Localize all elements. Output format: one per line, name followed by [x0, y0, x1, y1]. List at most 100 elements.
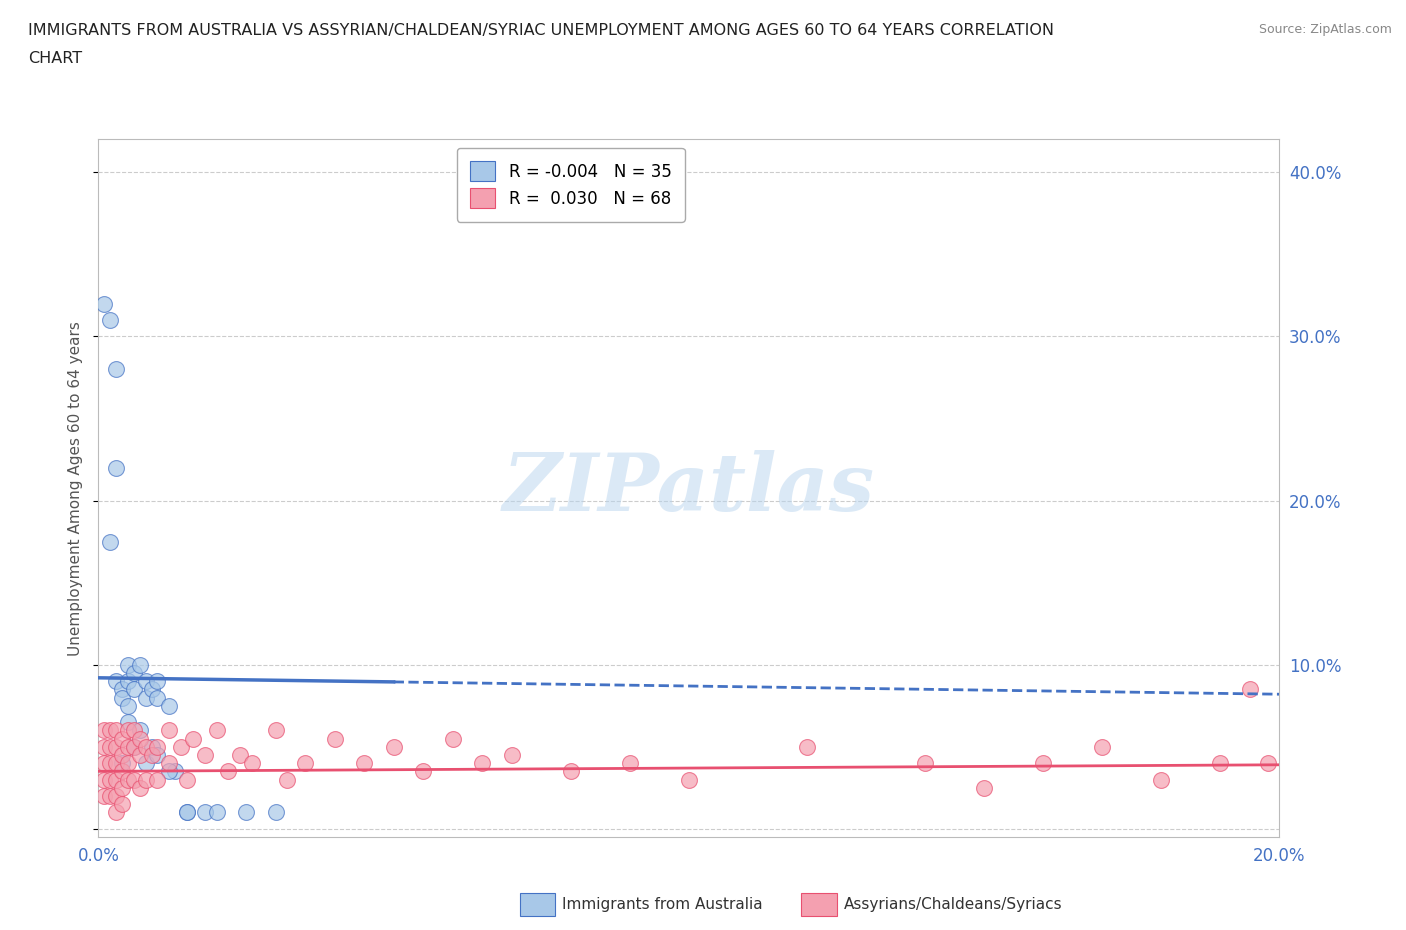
- Point: [93, 789, 115, 804]
- Point: [441, 731, 464, 746]
- Point: [111, 764, 134, 778]
- Point: [1150, 772, 1173, 787]
- Point: [796, 739, 818, 754]
- Point: [353, 756, 375, 771]
- Text: ZIPatlas: ZIPatlas: [503, 449, 875, 527]
- Point: [111, 682, 134, 697]
- Point: [122, 739, 145, 754]
- Point: [98, 739, 121, 754]
- Point: [294, 756, 316, 771]
- Point: [93, 723, 115, 737]
- Point: [105, 362, 128, 377]
- Point: [914, 756, 936, 771]
- Point: [619, 756, 641, 771]
- Point: [1209, 756, 1232, 771]
- Point: [135, 772, 157, 787]
- Point: [117, 714, 139, 729]
- Point: [146, 673, 169, 688]
- Point: [117, 739, 139, 754]
- Point: [128, 780, 150, 795]
- Point: [111, 780, 134, 795]
- Point: [176, 772, 198, 787]
- Point: [105, 805, 128, 820]
- Text: Assyrians/Chaldeans/Syriacs: Assyrians/Chaldeans/Syriacs: [844, 897, 1062, 912]
- Point: [181, 731, 204, 746]
- Point: [122, 682, 145, 697]
- Point: [93, 296, 115, 311]
- Point: [111, 756, 134, 771]
- Point: [93, 739, 115, 754]
- Point: [135, 673, 157, 688]
- Point: [128, 731, 150, 746]
- Point: [105, 723, 128, 737]
- Point: [157, 764, 180, 778]
- Point: [93, 772, 115, 787]
- Point: [98, 723, 121, 737]
- Point: [111, 797, 134, 812]
- Point: [105, 673, 128, 688]
- Point: [471, 756, 494, 771]
- Point: [146, 690, 169, 705]
- Point: [264, 805, 287, 820]
- Point: [117, 698, 139, 713]
- Text: Immigrants from Australia: Immigrants from Australia: [562, 897, 763, 912]
- Point: [141, 682, 163, 697]
- Point: [128, 723, 150, 737]
- Point: [117, 772, 139, 787]
- Point: [111, 748, 134, 763]
- Point: [141, 748, 163, 763]
- Point: [117, 723, 139, 737]
- Point: [105, 772, 128, 787]
- Point: [194, 805, 217, 820]
- Point: [111, 731, 134, 746]
- Point: [141, 739, 163, 754]
- Text: IMMIGRANTS FROM AUSTRALIA VS ASSYRIAN/CHALDEAN/SYRIAC UNEMPLOYMENT AMONG AGES 60: IMMIGRANTS FROM AUSTRALIA VS ASSYRIAN/CH…: [28, 23, 1054, 38]
- Point: [205, 805, 228, 820]
- Point: [382, 739, 405, 754]
- Point: [157, 723, 180, 737]
- Point: [122, 772, 145, 787]
- Point: [165, 764, 187, 778]
- Point: [560, 764, 582, 778]
- Point: [122, 739, 145, 754]
- Point: [205, 723, 228, 737]
- Point: [264, 723, 287, 737]
- Point: [176, 805, 198, 820]
- Point: [501, 748, 523, 763]
- Point: [412, 764, 434, 778]
- Point: [1091, 739, 1114, 754]
- Point: [157, 698, 180, 713]
- Point: [117, 673, 139, 688]
- Y-axis label: Unemployment Among Ages 60 to 64 years: Unemployment Among Ages 60 to 64 years: [67, 321, 83, 656]
- Point: [229, 748, 252, 763]
- Point: [105, 756, 128, 771]
- Point: [98, 312, 121, 327]
- Point: [117, 756, 139, 771]
- Point: [93, 756, 115, 771]
- Legend: R = -0.004   N = 35, R =  0.030   N = 68: R = -0.004 N = 35, R = 0.030 N = 68: [457, 148, 685, 222]
- Point: [217, 764, 239, 778]
- Point: [98, 756, 121, 771]
- Point: [122, 666, 145, 681]
- Point: [128, 658, 150, 672]
- Point: [678, 772, 700, 787]
- Point: [128, 748, 150, 763]
- Point: [135, 756, 157, 771]
- Point: [973, 780, 995, 795]
- Point: [276, 772, 298, 787]
- Point: [176, 805, 198, 820]
- Point: [194, 748, 217, 763]
- Point: [105, 460, 128, 475]
- Point: [111, 690, 134, 705]
- Point: [146, 739, 169, 754]
- Point: [1239, 682, 1261, 697]
- Text: Source: ZipAtlas.com: Source: ZipAtlas.com: [1258, 23, 1392, 36]
- Point: [323, 731, 346, 746]
- Point: [146, 772, 169, 787]
- Point: [135, 739, 157, 754]
- Point: [98, 772, 121, 787]
- Point: [105, 739, 128, 754]
- Point: [122, 723, 145, 737]
- Point: [1257, 756, 1279, 771]
- Point: [235, 805, 257, 820]
